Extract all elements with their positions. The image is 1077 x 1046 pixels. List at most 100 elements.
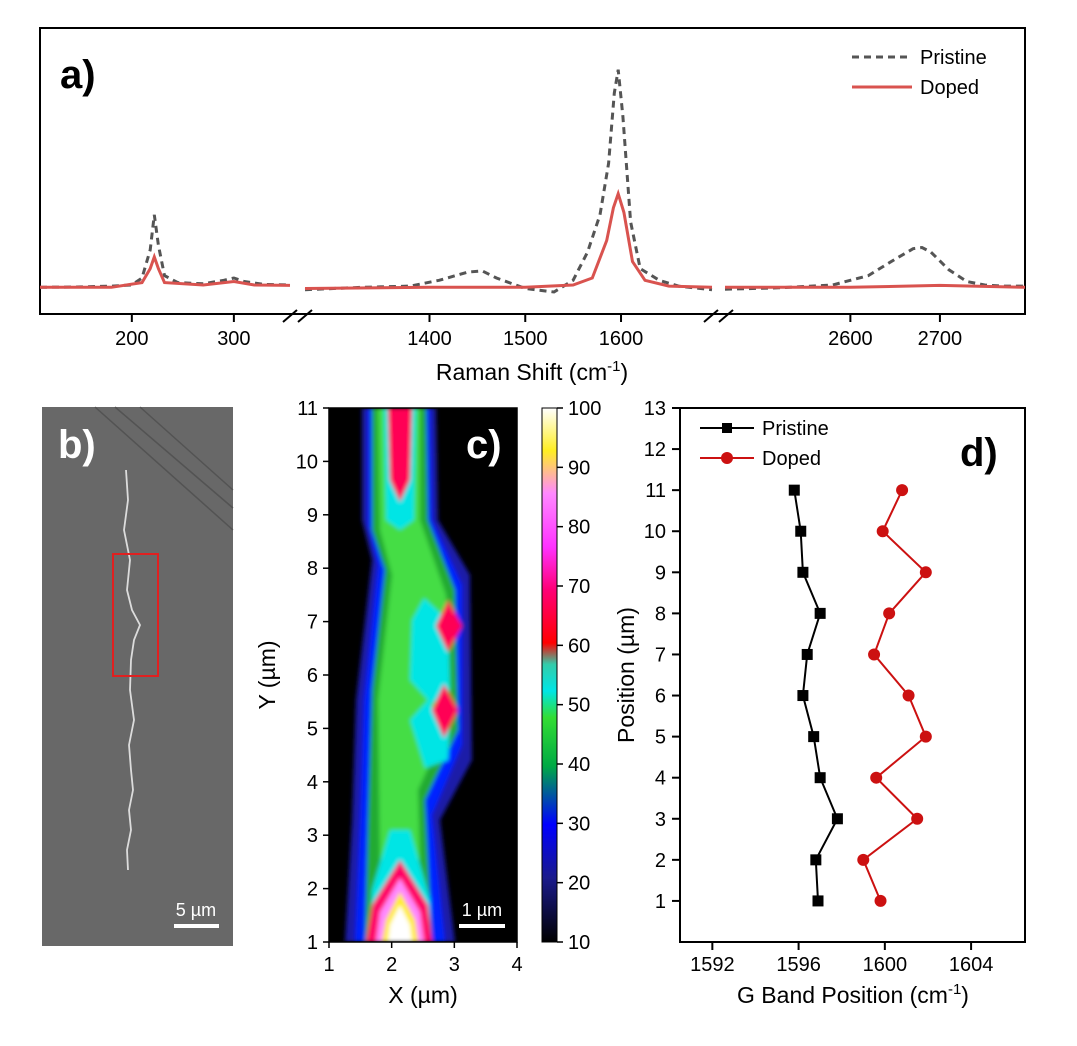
- heatmap-intensity: [345, 408, 472, 942]
- y-tick-label: 8: [655, 603, 666, 625]
- series-doped-point: [902, 689, 915, 702]
- panel-a-ticks: 200 300 1400 1500 1600 2600 2700: [115, 314, 962, 350]
- y-tick-label: 4: [655, 768, 666, 790]
- x-tick-label: 1604: [949, 954, 994, 976]
- colorbar-tick-label: 70: [568, 576, 590, 598]
- panel-d-label: d): [960, 431, 998, 475]
- panel-c-ticks: 1 2 3 4 1 2 3 4 5 6 7 8 9 10 11: [296, 398, 523, 976]
- hotspot-top: [388, 408, 412, 502]
- series-pristine-point: [797, 690, 809, 702]
- panel-d-series: [788, 484, 932, 907]
- y-tick-label: 1: [655, 891, 666, 913]
- y-tick-label: 7: [307, 612, 318, 634]
- x-tick-label: 2: [386, 954, 397, 976]
- x-tick-label: 1600: [599, 328, 644, 350]
- colorbar-tick-label: 50: [568, 695, 590, 717]
- colorbar-tick-label: 80: [568, 517, 590, 539]
- series-doped-point: [868, 648, 881, 661]
- series-pristine-point: [812, 895, 824, 907]
- y-tick-label: 12: [644, 439, 666, 461]
- colorbar-tick-label: 30: [568, 813, 590, 835]
- x-tick-label: 1592: [690, 954, 735, 976]
- colorbar-tick-label: 100: [568, 398, 601, 420]
- x-tick-label: 4: [511, 954, 522, 976]
- x-tick-label: 300: [217, 328, 250, 350]
- series-pristine-point: [814, 607, 826, 619]
- panel-a-legend: Pristine Doped: [852, 47, 987, 99]
- y-tick-label: 10: [644, 521, 666, 543]
- series-doped-segment-3: [725, 283, 1026, 289]
- series-doped-point: [883, 607, 896, 620]
- y-tick-label: 13: [644, 398, 666, 420]
- colorbar: [541, 407, 558, 943]
- series-doped-point: [870, 771, 883, 784]
- colorbar-tick-label: 20: [568, 873, 590, 895]
- series-pristine-point: [814, 772, 826, 784]
- x-tick-label: 1: [323, 954, 334, 976]
- colorbar-tick-label: 60: [568, 635, 590, 657]
- colorbar-tick-label: 10: [568, 932, 590, 954]
- series-doped-line: [862, 489, 928, 902]
- x-tick-label: 2700: [918, 328, 963, 350]
- y-tick-label: 3: [655, 809, 666, 831]
- y-tick-label: 9: [307, 505, 318, 527]
- panel-b-sem-image: b) 5 µm: [42, 406, 234, 946]
- series-pristine-point: [831, 813, 843, 825]
- panel-b-label: b): [58, 423, 96, 467]
- y-tick-label: 11: [297, 398, 318, 420]
- series-doped-point: [896, 484, 909, 497]
- series-doped-point: [919, 730, 932, 743]
- y-tick-label: 9: [655, 562, 666, 584]
- series-pristine-point: [810, 854, 822, 866]
- panel-c-ylabel: Y (µm): [254, 640, 280, 709]
- sem-scratch-lines: [94, 406, 234, 531]
- series-doped-point: [919, 566, 932, 579]
- axis-break-marks: [282, 309, 734, 323]
- hotspot-mid-upper: [436, 600, 462, 652]
- x-tick-label: 3: [449, 954, 460, 976]
- series-doped-point: [876, 525, 889, 538]
- colorbar-tick-label: 90: [568, 457, 590, 479]
- series-doped-point: [911, 812, 924, 825]
- colorbar-tick-label: 40: [568, 754, 590, 776]
- series-pristine-point: [788, 484, 800, 496]
- panel-a-series: [39, 69, 1026, 294]
- panel-c-label: c): [466, 423, 502, 467]
- panel-a-frame: [39, 27, 1026, 315]
- legend-pristine-label: Pristine: [762, 418, 829, 440]
- y-tick-label: 6: [307, 665, 318, 687]
- y-tick-label: 2: [307, 879, 318, 901]
- series-doped-segment-2: [304, 188, 713, 290]
- panel-d-frame: [679, 407, 1026, 943]
- series-doped-point: [857, 853, 870, 866]
- y-tick-label: 7: [655, 644, 666, 666]
- series-pristine-point: [801, 648, 813, 660]
- legend-pristine-label: Pristine: [920, 47, 987, 69]
- y-tick-label: 3: [307, 825, 318, 847]
- legend-doped-label: Doped: [920, 77, 979, 99]
- series-pristine-point: [795, 525, 807, 537]
- series-doped-point: [874, 894, 887, 907]
- panel-c-xlabel: X (µm): [388, 982, 457, 1008]
- y-tick-label: 6: [655, 686, 666, 708]
- panel-d-legend: Pristine Doped: [700, 418, 829, 470]
- x-tick-label: 2600: [828, 328, 873, 350]
- y-tick-label: 1: [307, 932, 318, 954]
- x-tick-label: 1596: [776, 954, 821, 976]
- panel-a-xlabel: Raman Shift (cm-1): [436, 358, 628, 385]
- legend-pristine-marker: [722, 423, 732, 433]
- panel-a-label: a): [60, 53, 96, 97]
- panel-c-scale-label: 1 µm: [462, 900, 502, 920]
- y-tick-label: 4: [307, 772, 318, 794]
- x-tick-label: 1600: [863, 954, 908, 976]
- series-pristine-segment-1: [39, 214, 291, 289]
- panel-b-scale-label: 5 µm: [176, 900, 216, 920]
- series-pristine-segment-2: [304, 69, 713, 294]
- y-tick-label: 2: [655, 850, 666, 872]
- y-tick-label: 5: [655, 727, 666, 749]
- x-tick-label: 200: [115, 328, 148, 350]
- legend-doped-marker: [721, 452, 733, 464]
